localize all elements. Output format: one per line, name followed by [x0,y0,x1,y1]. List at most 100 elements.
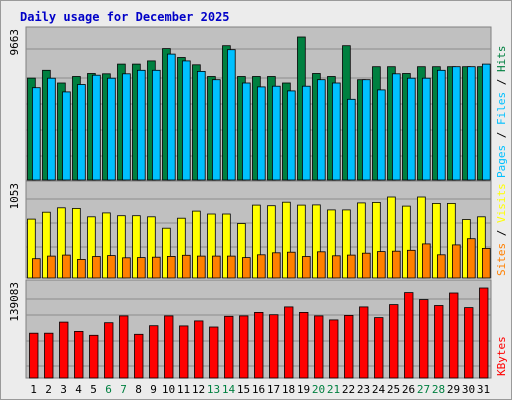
bar-files-31 [481,63,491,181]
day-label-24: 24 [372,383,386,396]
bar-visits-3 [57,207,66,279]
bar-sites-7 [122,257,131,279]
ymax-label-kbytes: 139083 [8,282,21,322]
bar-files-2 [47,77,56,181]
day-label-15: 15 [237,383,250,396]
bar-kbytes-3 [59,321,69,379]
day-label-20: 20 [312,383,325,396]
bar-sites-17 [271,252,281,279]
bar-visits-23 [357,202,366,279]
bar-files-18 [286,90,296,181]
bar-files-23 [361,79,371,181]
day-label-16: 16 [252,383,265,396]
bar-visits-7 [117,215,126,279]
legend-item-pages: Pages [495,145,508,178]
bar-sites-11 [181,254,191,279]
bar-visits-2 [42,211,51,279]
bar-kbytes-31 [479,287,489,379]
bar-files-21 [331,82,341,181]
bar-visits-8 [132,215,141,279]
bar-kbytes-13 [209,326,219,379]
bar-files-17 [271,85,281,181]
bar-visits-27 [417,196,426,279]
day-label-23: 23 [357,383,370,396]
bar-kbytes-15 [239,315,249,379]
legend-visits-sites: Sites / Visits [495,183,508,276]
bar-sites-12 [196,255,206,279]
day-label-10: 10 [162,383,175,396]
bar-kbytes-29 [449,292,459,379]
bar-kbytes-6 [104,322,114,379]
bar-files-27 [421,77,431,181]
bar-sites-25 [391,250,401,279]
bar-sites-31 [481,247,491,279]
day-label-7: 7 [120,383,127,396]
bar-kbytes-18 [284,306,294,379]
legend-separator: / [495,72,508,92]
bar-sites-26 [406,249,416,279]
bar-sites-30 [466,238,476,279]
bar-files-9 [151,69,161,181]
bar-files-24 [376,89,386,181]
bar-kbytes-23 [359,306,369,379]
bar-kbytes-2 [44,332,54,379]
bar-visits-1 [27,218,36,279]
legend-item-sites: Sites [495,243,508,276]
bar-kbytes-7 [119,315,129,379]
bar-sites-6 [107,255,116,279]
bar-files-14 [226,49,236,181]
bar-visits-20 [312,204,321,279]
bar-files-10 [166,53,176,181]
bar-visits-9 [147,216,156,279]
bar-sites-20 [316,251,326,279]
bar-kbytes-12 [194,320,204,379]
bar-files-6 [107,77,116,181]
bar-files-26 [406,77,416,181]
bar-files-5 [92,74,101,181]
bar-sites-21 [331,255,341,279]
bar-files-28 [436,69,446,181]
day-label-2: 2 [45,383,52,396]
day-label-8: 8 [135,383,142,396]
bar-visits-5 [87,216,96,279]
bar-kbytes-24 [374,317,384,379]
day-label-31: 31 [477,383,490,396]
bar-visits-19 [297,204,306,279]
day-label-14: 14 [222,383,236,396]
bar-kbytes-25 [389,304,399,379]
bar-sites-18 [286,251,296,279]
bar-files-11 [181,60,191,181]
bar-kbytes-17 [269,314,279,379]
day-label-4: 4 [75,383,82,396]
bar-visits-17 [267,205,276,279]
bar-sites-1 [31,258,41,279]
bar-kbytes-26 [404,292,414,379]
bar-sites-24 [376,251,386,279]
day-label-13: 13 [207,383,220,396]
day-label-6: 6 [105,383,112,396]
bar-sites-28 [436,254,446,279]
bar-kbytes-28 [434,305,444,379]
day-label-26: 26 [402,383,415,396]
bar-sites-29 [451,244,461,279]
bar-files-3 [62,91,71,181]
legend-item-files: Files [495,92,508,125]
bar-visits-24 [372,201,381,279]
bar-kbytes-22 [344,314,354,379]
bar-files-4 [77,84,86,181]
bar-visits-4 [72,207,81,279]
bar-visits-12 [192,210,201,279]
bar-files-25 [391,73,401,181]
day-label-9: 9 [150,383,157,396]
bar-kbytes-4 [74,330,84,379]
bar-visits-28 [432,202,441,279]
bar-sites-10 [166,255,176,279]
bar-visits-26 [402,205,411,279]
bar-kbytes-20 [314,315,324,379]
day-label-11: 11 [177,383,190,396]
bar-sites-3 [62,254,71,279]
legend-item-visits: Visits [495,183,508,223]
legend-separator: / [495,223,508,243]
bar-sites-8 [136,257,146,279]
ymax-label-hits-files: 9663 [8,29,21,56]
